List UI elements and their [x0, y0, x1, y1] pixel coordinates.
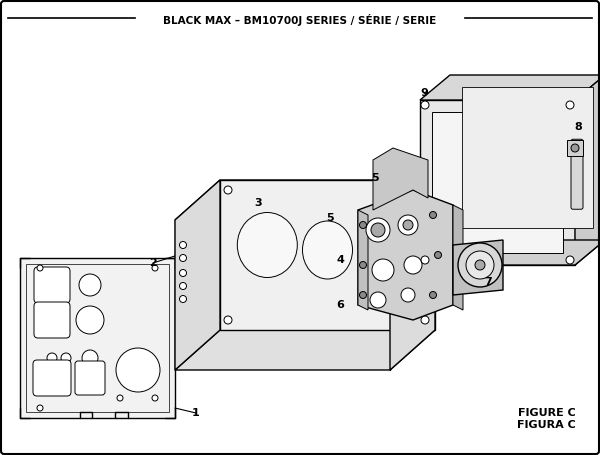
Polygon shape — [373, 148, 428, 210]
Text: 5: 5 — [371, 173, 379, 183]
Circle shape — [224, 186, 232, 194]
Circle shape — [370, 292, 386, 308]
Polygon shape — [220, 180, 435, 330]
Circle shape — [79, 274, 101, 296]
Polygon shape — [175, 330, 435, 370]
Circle shape — [224, 316, 232, 324]
Circle shape — [61, 353, 71, 363]
Circle shape — [76, 306, 104, 334]
Polygon shape — [358, 210, 368, 310]
Circle shape — [403, 220, 413, 230]
Circle shape — [116, 348, 160, 392]
Polygon shape — [175, 180, 220, 370]
Circle shape — [571, 144, 579, 152]
Circle shape — [421, 186, 429, 194]
Circle shape — [366, 218, 390, 242]
Polygon shape — [575, 75, 600, 265]
Circle shape — [421, 316, 429, 324]
Circle shape — [152, 265, 158, 271]
FancyBboxPatch shape — [571, 139, 583, 209]
FancyBboxPatch shape — [33, 360, 71, 396]
Polygon shape — [420, 75, 600, 100]
Circle shape — [179, 283, 187, 289]
Circle shape — [179, 242, 187, 248]
Circle shape — [179, 269, 187, 277]
Ellipse shape — [363, 229, 408, 284]
Text: 4: 4 — [336, 255, 344, 265]
Polygon shape — [453, 240, 503, 295]
Circle shape — [359, 262, 367, 268]
Circle shape — [152, 395, 158, 401]
Text: FIGURE C: FIGURE C — [518, 408, 576, 418]
Text: 7: 7 — [484, 277, 492, 287]
Text: 1: 1 — [192, 408, 200, 418]
Text: 8: 8 — [574, 122, 582, 132]
Text: 3: 3 — [254, 198, 262, 208]
Polygon shape — [462, 87, 593, 228]
Circle shape — [475, 260, 485, 270]
FancyBboxPatch shape — [34, 302, 70, 338]
Circle shape — [371, 223, 385, 237]
Text: FIGURA C: FIGURA C — [517, 420, 576, 430]
Circle shape — [359, 292, 367, 298]
Text: 9: 9 — [420, 88, 428, 98]
Bar — [567, 140, 583, 156]
Circle shape — [566, 101, 574, 109]
Polygon shape — [432, 112, 563, 253]
FancyBboxPatch shape — [34, 267, 70, 303]
Polygon shape — [358, 190, 453, 320]
Polygon shape — [453, 205, 463, 310]
Ellipse shape — [238, 212, 298, 278]
Polygon shape — [420, 100, 575, 265]
Polygon shape — [390, 180, 435, 370]
Circle shape — [458, 243, 502, 287]
Circle shape — [179, 254, 187, 262]
Text: 6: 6 — [336, 300, 344, 310]
Polygon shape — [175, 180, 435, 220]
Text: 2: 2 — [149, 258, 157, 268]
Circle shape — [359, 222, 367, 228]
Circle shape — [466, 251, 494, 279]
Circle shape — [566, 256, 574, 264]
Circle shape — [47, 353, 57, 363]
Circle shape — [117, 395, 123, 401]
Circle shape — [404, 256, 422, 274]
Circle shape — [179, 295, 187, 303]
Circle shape — [421, 101, 429, 109]
Circle shape — [37, 405, 43, 411]
Circle shape — [398, 215, 418, 235]
Circle shape — [434, 252, 442, 258]
Circle shape — [430, 212, 437, 218]
FancyBboxPatch shape — [75, 361, 105, 395]
Ellipse shape — [302, 221, 353, 279]
Text: BLACK MAX – BM10700J SERIES / SÉRIE / SERIE: BLACK MAX – BM10700J SERIES / SÉRIE / SE… — [163, 14, 437, 26]
Polygon shape — [20, 258, 175, 418]
Circle shape — [82, 350, 98, 366]
Circle shape — [372, 259, 394, 281]
Circle shape — [401, 288, 415, 302]
Polygon shape — [420, 240, 600, 265]
Circle shape — [37, 265, 43, 271]
Circle shape — [430, 292, 437, 298]
Circle shape — [421, 256, 429, 264]
Text: 5: 5 — [326, 213, 334, 223]
